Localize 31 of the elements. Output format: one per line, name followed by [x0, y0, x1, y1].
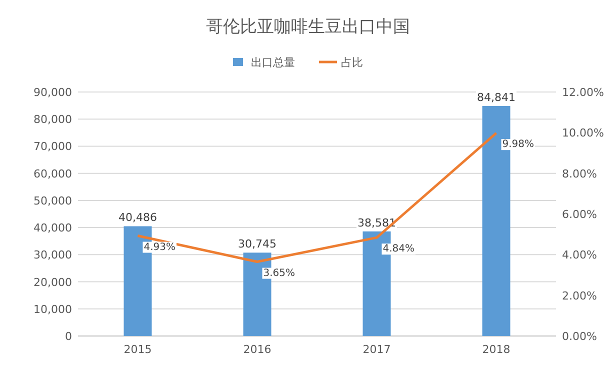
data-label: 30,745	[238, 238, 276, 251]
legend-label: 出口总量	[251, 56, 295, 69]
y-tick-label: 0	[65, 330, 72, 343]
x-tick-label: 2016	[243, 343, 272, 356]
y2-tick-label: 6.00%	[562, 208, 597, 221]
y2-tick-label: 12.00%	[562, 86, 604, 99]
data-label: 40,486	[118, 211, 157, 224]
y2-tick-label: 4.00%	[562, 248, 597, 262]
y-tick-label: 90,000	[34, 86, 72, 99]
y-tick-label: 60,000	[34, 167, 72, 180]
data-label: 84,841	[477, 90, 516, 104]
legend-label: 占比	[341, 56, 363, 69]
y-tick-label: 10,000	[34, 302, 72, 316]
y-tick-label: 70,000	[34, 140, 72, 154]
x-tick-label: 2018	[482, 343, 510, 356]
x-tick-label: 2017	[362, 343, 391, 356]
y2-tick-label: 8.00%	[562, 167, 597, 180]
x-tick-label: 2015	[124, 343, 152, 356]
y-tick-label: 50,000	[34, 194, 72, 208]
y-tick-label: 20,000	[34, 276, 72, 289]
data-label: 4.93%	[144, 242, 176, 253]
data-label: 9.98%	[502, 139, 534, 150]
y-tick-label: 80,000	[34, 113, 72, 126]
data-label: 4.84%	[382, 244, 415, 255]
title: 哥伦比亚咖啡生豆出口中国	[206, 17, 410, 37]
y-tick-label: 30,000	[34, 248, 72, 262]
y2-tick-label: 2.00%	[562, 289, 597, 302]
y2-tick-label: 10.00%	[562, 126, 604, 140]
y2-tick-label: 0.00%	[562, 330, 597, 343]
y-tick-label: 40,000	[34, 222, 72, 235]
data-label: 3.65%	[263, 268, 296, 279]
